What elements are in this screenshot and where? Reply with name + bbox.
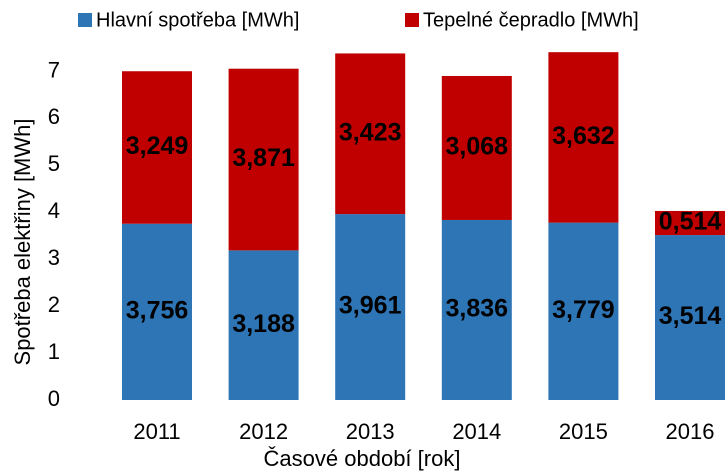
bar-segment bbox=[655, 210, 725, 236]
bar-segment bbox=[122, 223, 192, 400]
y-tick-label: 2 bbox=[48, 292, 60, 317]
bar-segment bbox=[548, 222, 619, 400]
legend-swatch bbox=[405, 13, 419, 27]
x-tick-label: 2011 bbox=[133, 419, 180, 444]
legend-swatch bbox=[78, 13, 92, 27]
bar-segment bbox=[335, 53, 406, 215]
bar-segment bbox=[548, 52, 619, 223]
data-label: 3,871 bbox=[232, 144, 295, 172]
y-tick-label: 4 bbox=[48, 198, 60, 223]
bar-segment bbox=[441, 75, 512, 220]
data-label: 3,779 bbox=[552, 296, 615, 324]
bar-segment bbox=[441, 219, 512, 400]
x-axis-title: Časové období [rok] bbox=[264, 446, 461, 471]
y-tick-label: 1 bbox=[48, 339, 60, 364]
data-label: 3,423 bbox=[339, 118, 402, 146]
data-label: 3,514 bbox=[659, 302, 722, 330]
bar-segment bbox=[655, 235, 725, 400]
x-tick-label: 2016 bbox=[666, 419, 715, 444]
y-tick-label: 7 bbox=[48, 57, 60, 82]
y-tick-label: 6 bbox=[48, 104, 60, 129]
y-axis-title: Spotřeba elektřiny [MWh] bbox=[10, 119, 35, 366]
x-tick-label: 2014 bbox=[452, 419, 501, 444]
data-label: 0,514 bbox=[659, 208, 722, 236]
bar-segment bbox=[122, 71, 192, 224]
legend-label: Hlavní spotřeba [MWh] bbox=[96, 9, 299, 31]
y-tick-label: 5 bbox=[48, 151, 60, 176]
data-label: 3,961 bbox=[339, 292, 402, 320]
data-label: 3,756 bbox=[126, 296, 189, 324]
data-label: 3,068 bbox=[446, 133, 509, 161]
x-tick-label: 2013 bbox=[346, 419, 395, 444]
y-tick-label: 3 bbox=[48, 245, 60, 270]
data-label: 3,632 bbox=[552, 122, 615, 150]
data-label: 3,188 bbox=[232, 310, 295, 338]
data-label: 3,249 bbox=[126, 132, 189, 160]
bar-segment bbox=[228, 68, 299, 251]
bar-segment bbox=[228, 250, 299, 400]
x-tick-label: 2012 bbox=[239, 419, 288, 444]
x-tick-label: 2015 bbox=[559, 419, 608, 444]
bar-segment bbox=[335, 214, 406, 400]
data-label: 3,836 bbox=[446, 295, 509, 323]
y-tick-label: 0 bbox=[48, 386, 60, 411]
legend-label: Tepelné čepradlo [MWh] bbox=[423, 9, 639, 31]
